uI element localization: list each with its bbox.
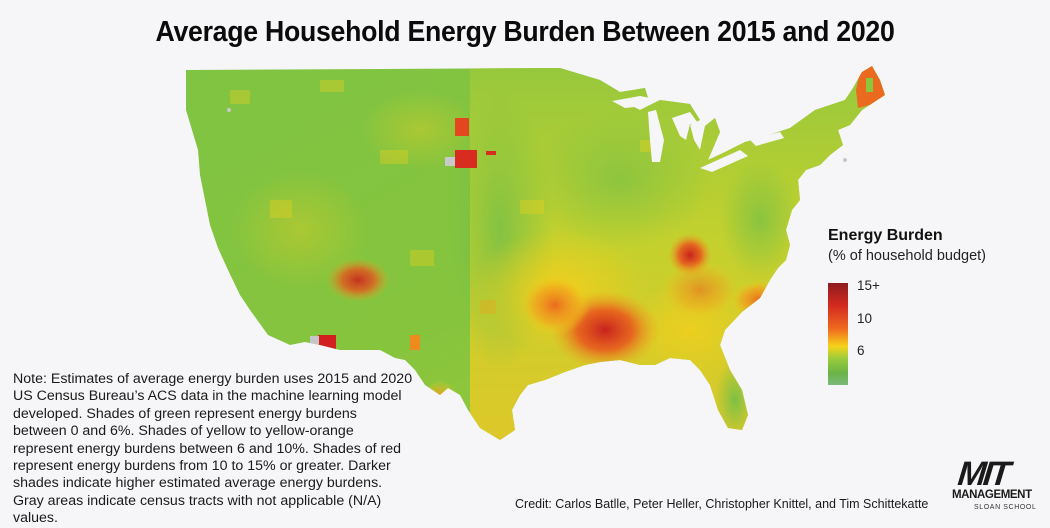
legend-title: Energy Burden [828,227,943,244]
mit-sloan-logo: MIT MANAGEMENT SLOAN SCHOOL [952,455,1040,516]
great-lakes [612,96,784,172]
methodology-note: Note: Estimates of average energy burden… [13,371,413,527]
legend-color-scale [828,283,848,385]
credit-line: Credit: Carlos Batlle, Peter Heller, Chr… [515,497,929,511]
legend-tick-10: 10 [857,311,873,326]
logo-line1: MANAGEMENT [952,489,1032,501]
chart-title: Average Household Energy Burden Between … [155,16,895,48]
legend-tick-6: 6 [857,343,865,358]
legend-tick-15: 15+ [857,278,880,293]
logo-line2: SLOAN SCHOOL [974,504,1037,511]
legend-subtitle: (% of household budget) [828,248,986,264]
legend: Energy Burden (% of household budget) 15… [828,227,986,385]
logo-mark: MIT [956,455,1010,493]
